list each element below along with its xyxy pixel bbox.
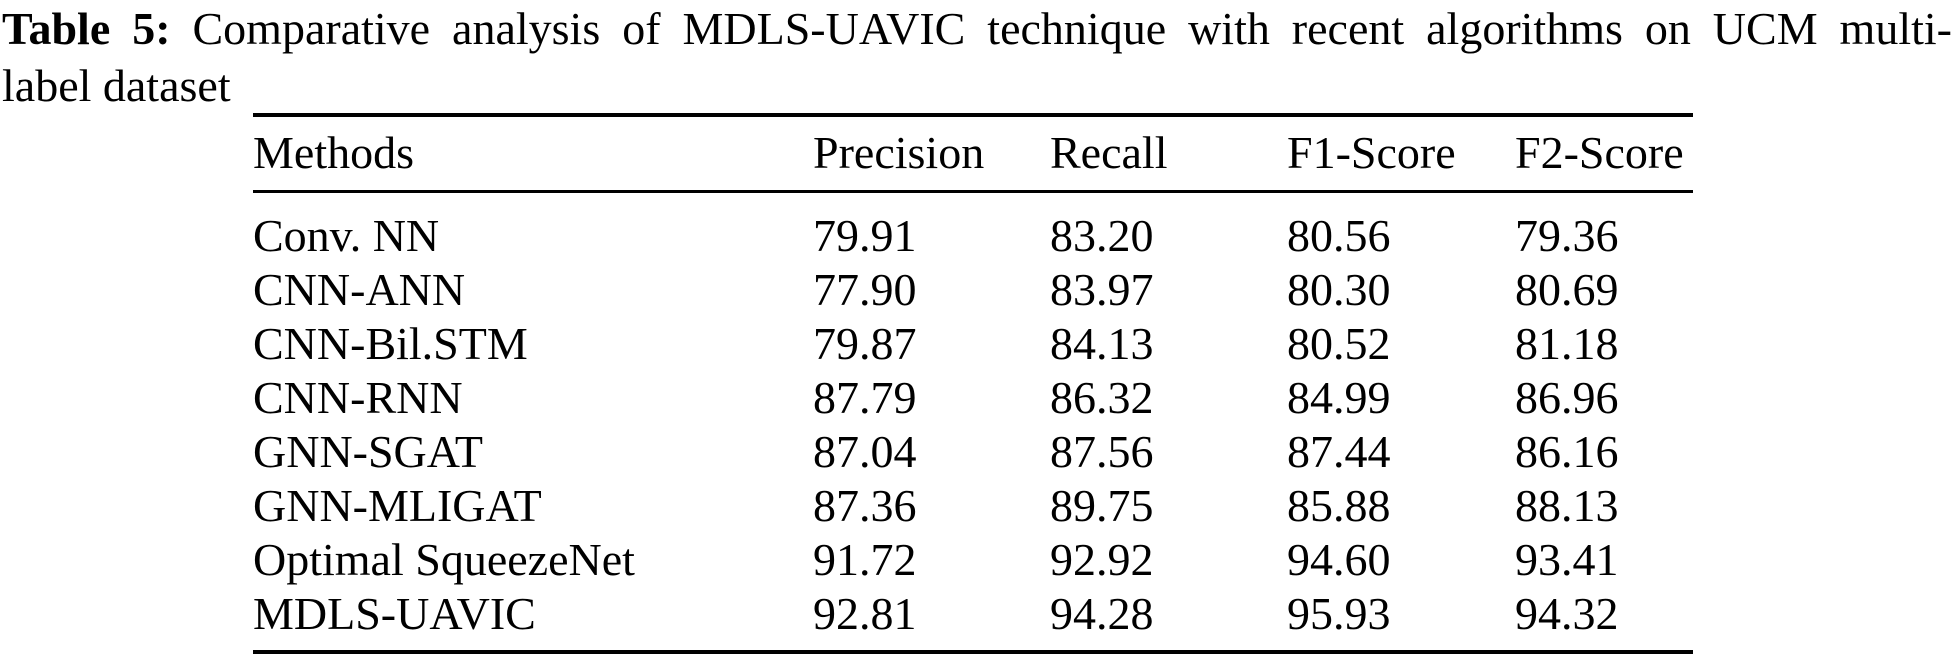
recall-value: 84.13	[1050, 318, 1154, 369]
column-header-f1-score: F1-Score	[1287, 127, 1456, 178]
method-name: CNN-RNN	[253, 372, 463, 423]
caption-text: Comparative analysis of MDLS-UAVIC techn…	[170, 3, 1953, 54]
recall-value: 83.97	[1050, 264, 1154, 315]
method-name: CNN-ANN	[253, 264, 466, 315]
f1-score-value: 80.56	[1287, 210, 1391, 261]
precision-value: 79.91	[813, 210, 917, 261]
column-header-recall: Recall	[1050, 127, 1168, 178]
recall-value: 83.20	[1050, 210, 1154, 261]
f2-score-value: 86.96	[1515, 372, 1619, 423]
precision-value: 91.72	[813, 534, 917, 585]
f2-score-value: 79.36	[1515, 210, 1619, 261]
column-header-f2-score: F2-Score	[1515, 127, 1684, 178]
caption-line-2: label dataset	[2, 60, 231, 111]
table-row: Conv. NN 79.91 83.20 80.56 79.36	[253, 209, 1693, 263]
recall-value: 86.32	[1050, 372, 1154, 423]
precision-value: 92.81	[813, 588, 917, 639]
method-name: Conv. NN	[253, 210, 440, 261]
table-row: CNN-ANN 77.90 83.97 80.30 80.69	[253, 263, 1693, 317]
f1-score-value: 80.52	[1287, 318, 1391, 369]
table-row: Optimal SqueezeNet 91.72 92.92 94.60 93.…	[253, 533, 1693, 587]
recall-value: 92.92	[1050, 534, 1154, 585]
caption-line-1: Table 5: Comparative analysis of MDLS-UA…	[2, 0, 1952, 57]
recall-value: 89.75	[1050, 480, 1154, 531]
f2-score-value: 80.69	[1515, 264, 1619, 315]
precision-value: 87.36	[813, 480, 917, 531]
table-body: Conv. NN 79.91 83.20 80.56 79.36 CNN-ANN…	[253, 193, 1693, 650]
f2-score-value: 86.16	[1515, 426, 1619, 477]
f2-score-value: 93.41	[1515, 534, 1619, 585]
method-name: GNN-MLIGAT	[253, 480, 542, 531]
method-name: MDLS-UAVIC	[253, 588, 536, 639]
table-top-rule	[253, 113, 1693, 117]
table-row: CNN-RNN 87.79 86.32 84.99 86.96	[253, 371, 1693, 425]
table-caption: Table 5: Comparative analysis of MDLS-UA…	[2, 0, 1952, 114]
results-table: Methods Precision Recall F1-Score F2-Sco…	[253, 113, 1693, 654]
table-row: CNN-Bil.STM 79.87 84.13 80.52 81.18	[253, 317, 1693, 371]
column-header-methods: Methods	[253, 127, 414, 178]
table-row: GNN-SGAT 87.04 87.56 87.44 86.16	[253, 425, 1693, 479]
method-name: CNN-Bil.STM	[253, 318, 528, 369]
recall-value: 94.28	[1050, 588, 1154, 639]
f1-score-value: 95.93	[1287, 588, 1391, 639]
f2-score-value: 88.13	[1515, 480, 1619, 531]
column-header-precision: Precision	[813, 127, 985, 178]
table-bottom-rule	[253, 650, 1693, 654]
method-name: Optimal SqueezeNet	[253, 534, 635, 585]
caption-label: Table 5:	[2, 3, 171, 54]
f2-score-value: 81.18	[1515, 318, 1619, 369]
recall-value: 87.56	[1050, 426, 1154, 477]
precision-value: 87.04	[813, 426, 917, 477]
f1-score-value: 80.30	[1287, 264, 1391, 315]
f1-score-value: 94.60	[1287, 534, 1391, 585]
precision-value: 77.90	[813, 264, 917, 315]
table-header-row: Methods Precision Recall F1-Score F2-Sco…	[253, 117, 1693, 190]
f1-score-value: 84.99	[1287, 372, 1391, 423]
precision-value: 87.79	[813, 372, 917, 423]
f1-score-value: 85.88	[1287, 480, 1391, 531]
precision-value: 79.87	[813, 318, 917, 369]
method-name: GNN-SGAT	[253, 426, 483, 477]
f2-score-value: 94.32	[1515, 588, 1619, 639]
table-mid-rule	[253, 190, 1693, 193]
table-row: MDLS-UAVIC 92.81 94.28 95.93 94.32	[253, 587, 1693, 641]
f1-score-value: 87.44	[1287, 426, 1391, 477]
table-row: GNN-MLIGAT 87.36 89.75 85.88 88.13	[253, 479, 1693, 533]
